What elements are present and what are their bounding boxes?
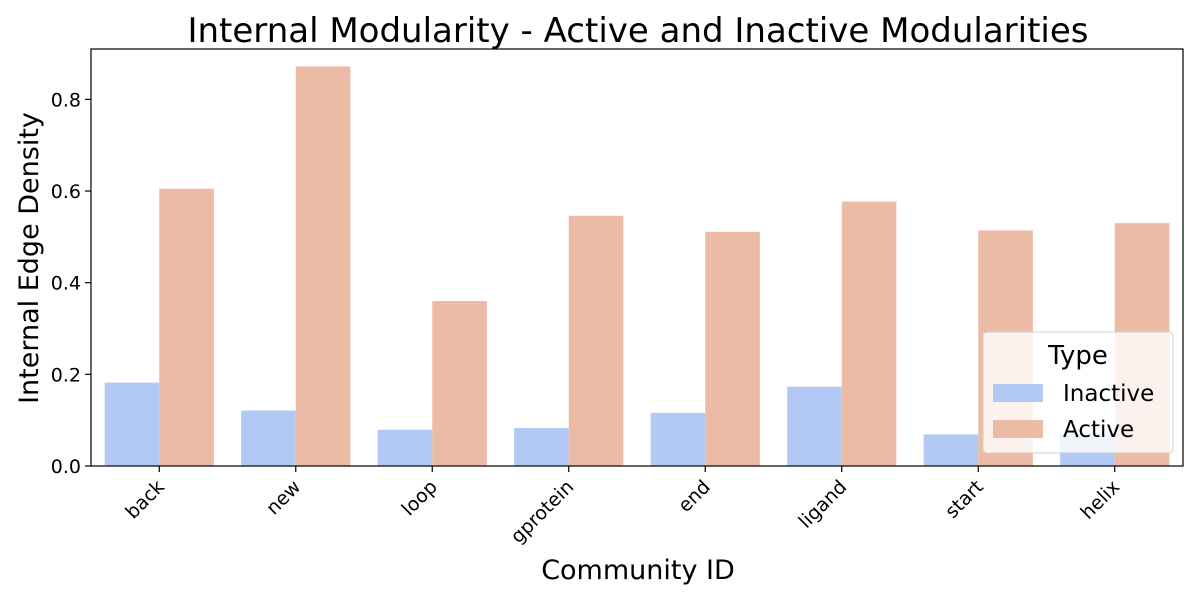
y-tick-label: 0.0 xyxy=(51,456,81,478)
legend-title: Type xyxy=(1047,341,1108,371)
y-tick-label: 0.8 xyxy=(51,89,81,111)
bar-inactive-start xyxy=(923,434,979,466)
x-axis: back new loop gprotein end ligand start helix xyxy=(121,466,1124,548)
bar-active-back xyxy=(159,188,214,466)
legend-label-inactive: Inactive xyxy=(1063,381,1154,407)
x-tick-label-loop: loop xyxy=(398,476,442,520)
y-axis-title: Internal Edge Density xyxy=(14,112,45,404)
bar-inactive-back xyxy=(104,382,160,466)
bar-inactive-end xyxy=(650,412,706,466)
bar-active-ligand xyxy=(841,201,897,466)
bar-inactive-loop xyxy=(377,429,433,466)
x-tick-label-end: end xyxy=(674,476,715,517)
bar-inactive-ligand xyxy=(787,386,842,466)
x-tick-label-new: new xyxy=(262,476,305,519)
bar-active-gprotein xyxy=(568,215,624,466)
x-axis-title: Community ID xyxy=(541,555,735,586)
plot-frame xyxy=(90,48,1184,467)
x-tick-label-gprotein: gprotein xyxy=(506,476,578,548)
bar-active-end xyxy=(705,231,760,466)
bar-active-new xyxy=(295,66,351,466)
y-tick-label: 0.4 xyxy=(51,273,81,295)
legend-swatch-active xyxy=(993,420,1043,438)
legend-swatch-inactive xyxy=(993,384,1043,402)
x-tick-label-back: back xyxy=(121,476,168,523)
x-tick-label-ligand: ligand xyxy=(794,476,851,533)
y-tick-label: 0.2 xyxy=(51,364,81,386)
y-axis: 0.0 0.2 0.4 0.6 0.8 xyxy=(51,89,91,478)
legend: Type Inactive Active xyxy=(982,331,1174,454)
x-tick-label-helix: helix xyxy=(1077,476,1125,524)
bar-inactive-new xyxy=(241,410,296,466)
y-tick-label: 0.6 xyxy=(51,181,81,203)
bar-inactive-gprotein xyxy=(514,427,569,466)
chart-title: Internal Modularity - Active and Inactiv… xyxy=(187,11,1088,51)
bar-active-loop xyxy=(432,301,487,466)
legend-label-active: Active xyxy=(1063,417,1134,443)
x-tick-label-start: start xyxy=(941,476,988,523)
